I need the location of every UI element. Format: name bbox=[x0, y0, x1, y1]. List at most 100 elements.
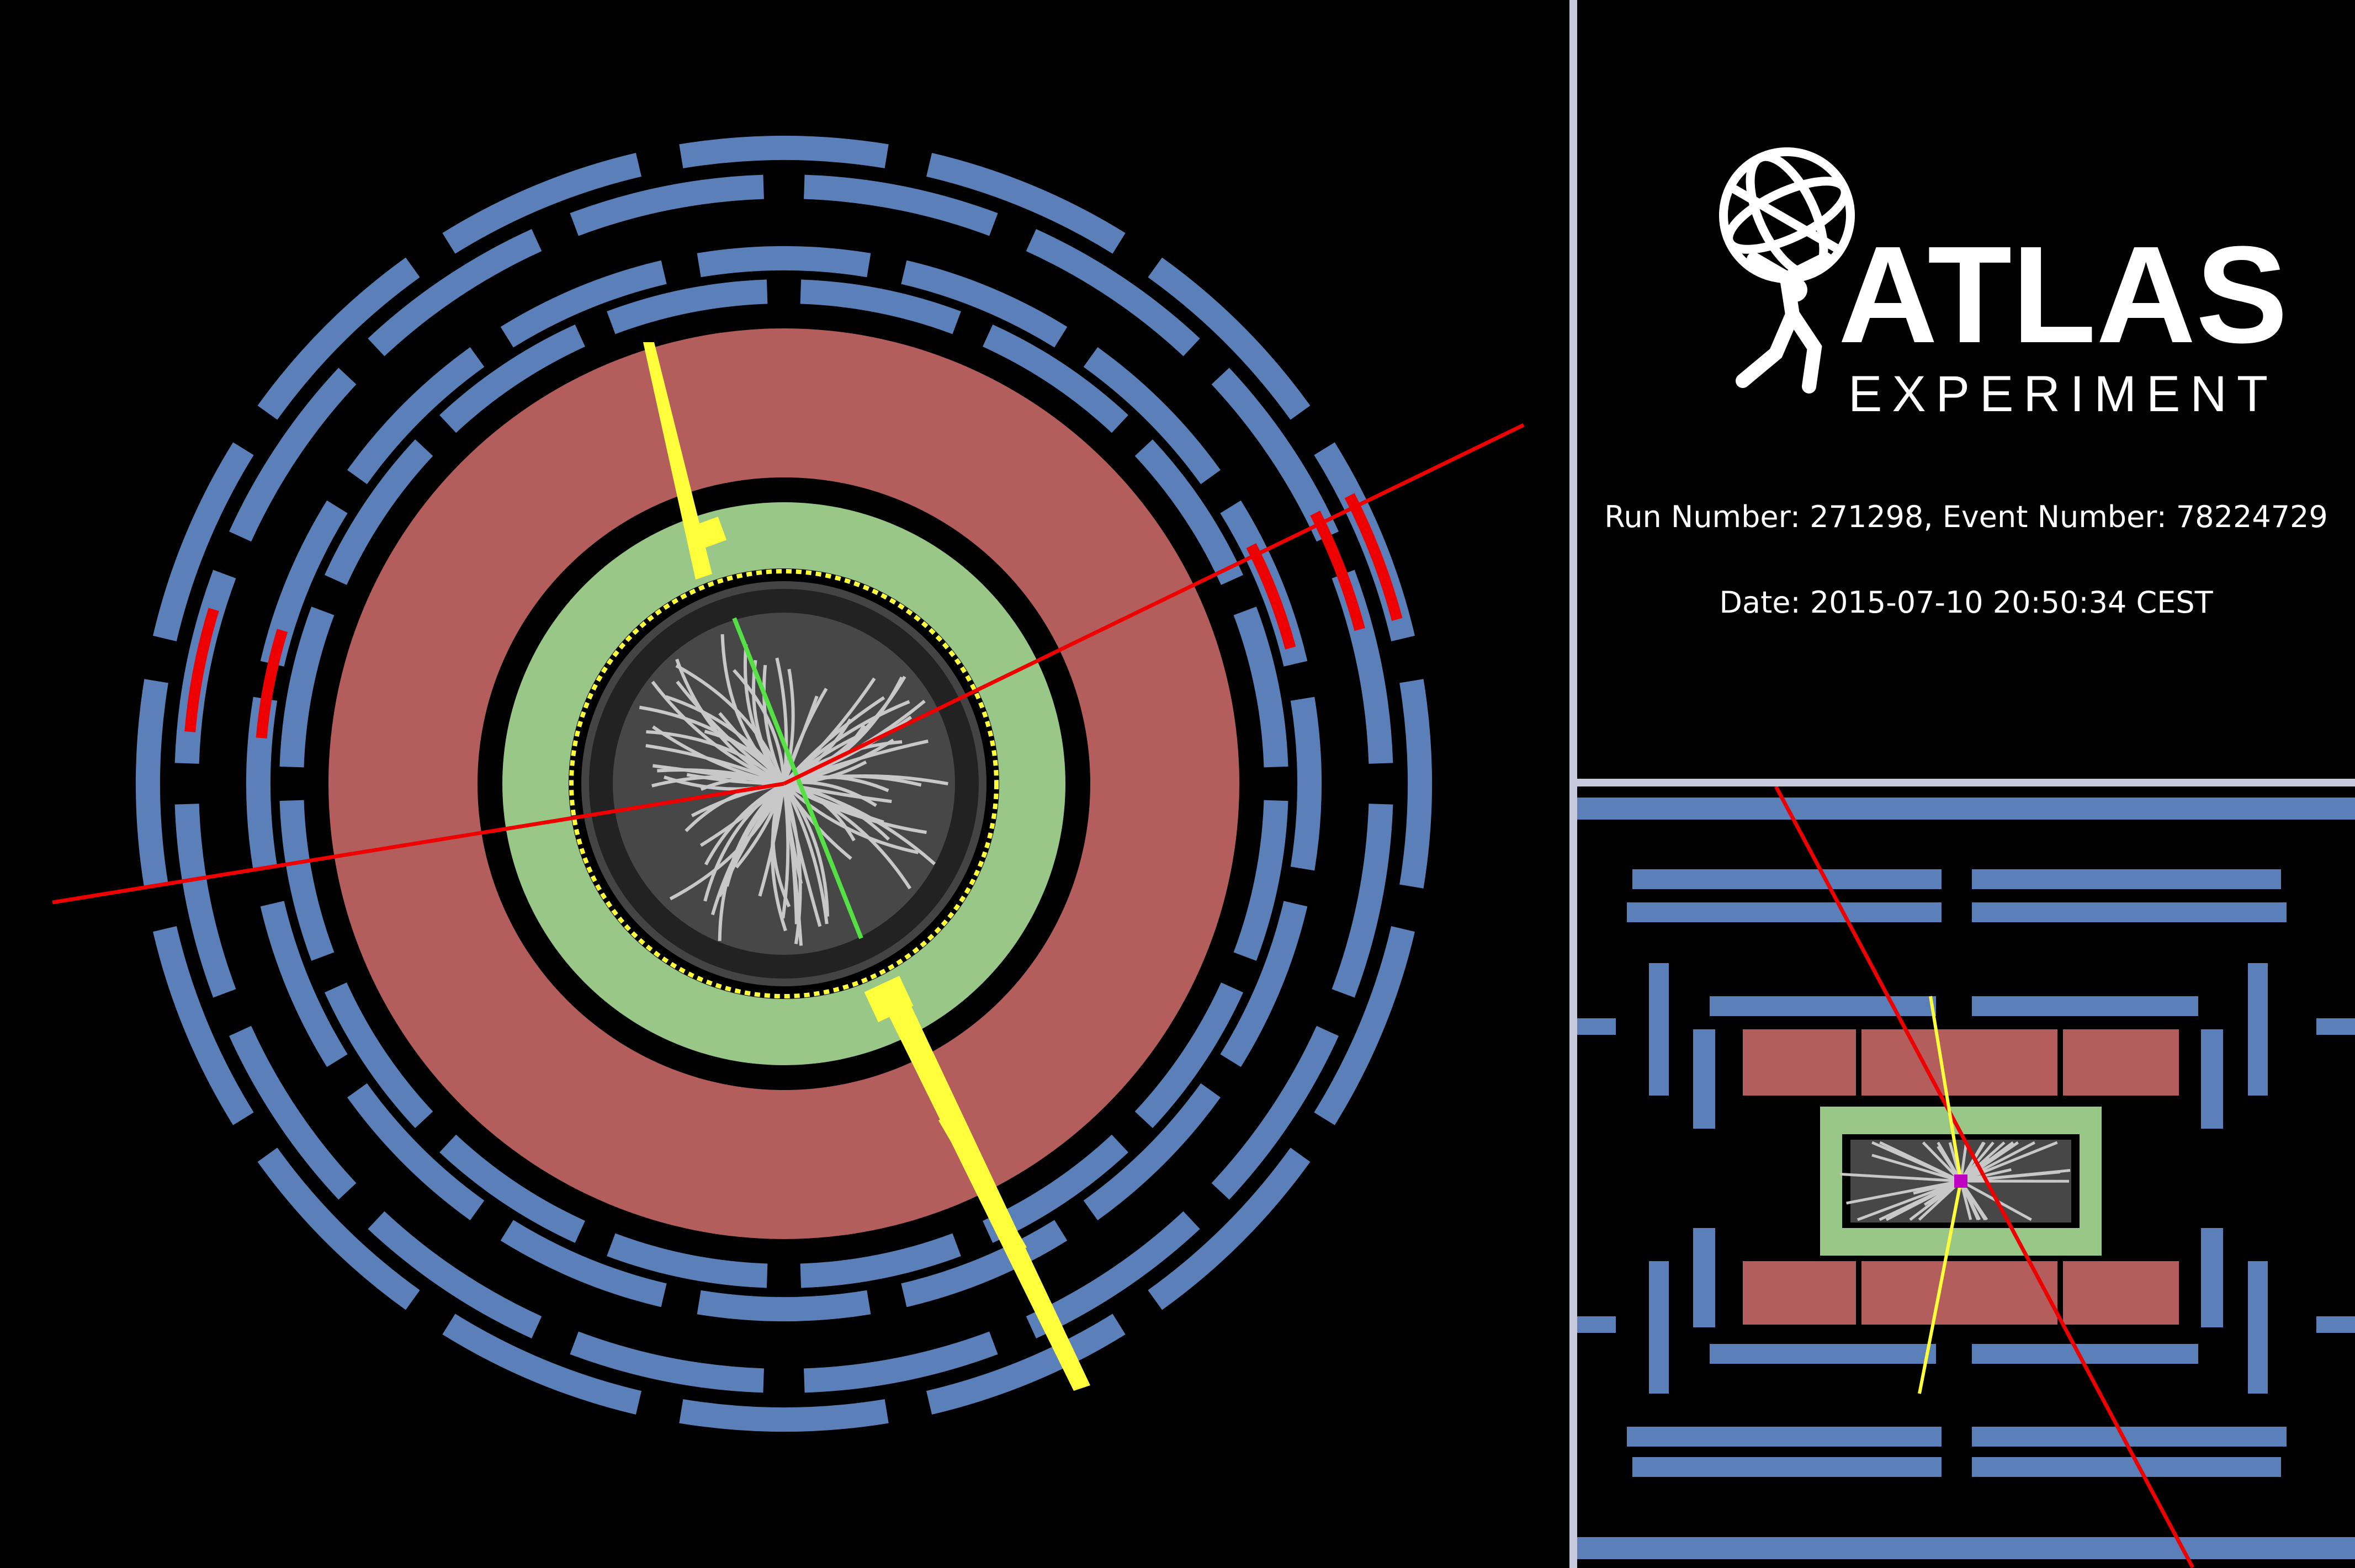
muon-chamber bbox=[1332, 804, 1393, 998]
run-event-number-label: Run Number: 271298, Event Number: 782247… bbox=[1604, 499, 2328, 534]
muon-chamber bbox=[1233, 607, 1288, 768]
energy-deposits bbox=[643, 342, 1090, 1391]
presampler-ring bbox=[569, 569, 999, 998]
panel-divider-horizontal bbox=[1577, 779, 2355, 786]
muon-tracks bbox=[52, 423, 1525, 905]
muon-hit-chamber bbox=[184, 608, 219, 732]
side-muon-chamber bbox=[2316, 1018, 2355, 1035]
muon-hit-chamber bbox=[1246, 543, 1296, 650]
muon-chamber bbox=[136, 679, 168, 889]
muon-chamber bbox=[901, 260, 1068, 348]
muon-chamber bbox=[260, 901, 348, 1067]
side-muon-chamber bbox=[1693, 1228, 1715, 1327]
muon-chamber bbox=[439, 1134, 585, 1243]
muon-chamber bbox=[279, 607, 335, 768]
side-charged-track bbox=[1909, 1180, 1962, 1221]
side-muon-chamber bbox=[1972, 869, 2281, 889]
transverse-view-panel bbox=[52, 136, 1525, 1432]
charged-track bbox=[676, 681, 785, 785]
muon-chamber bbox=[500, 1220, 667, 1307]
muon-chamber bbox=[229, 368, 357, 542]
primary-vertex bbox=[1954, 1174, 1967, 1188]
side-muon-chamber bbox=[2316, 1316, 2355, 1333]
side-muon-chamber bbox=[2201, 1228, 2223, 1327]
side-muon-chamber bbox=[1649, 1261, 1669, 1394]
muon-chamber bbox=[246, 697, 278, 871]
muon-chamber bbox=[500, 260, 667, 348]
charged-track bbox=[782, 783, 802, 944]
side-charged-track bbox=[1960, 1141, 2058, 1183]
muon-hit-chamber bbox=[256, 629, 288, 739]
muon-chamber bbox=[174, 804, 236, 998]
side-muon-chamber bbox=[2201, 1029, 2223, 1129]
atlas-logo-subtitle: EXPERIMENT bbox=[1848, 366, 2278, 422]
muon-chamber bbox=[257, 257, 420, 420]
side-muon-chamber bbox=[1972, 902, 2287, 922]
muon-chamber bbox=[368, 1211, 542, 1338]
muon-chamber bbox=[1211, 1025, 1339, 1200]
panel-divider-vertical bbox=[1569, 0, 1577, 1568]
side-charged-track bbox=[1960, 1168, 2012, 1183]
detector-longitudinal-display bbox=[1577, 786, 2355, 1568]
longitudinal-view-panel bbox=[1577, 786, 2355, 1568]
side-muon-chamber bbox=[1632, 869, 1942, 889]
muon-chamber bbox=[679, 1399, 889, 1432]
muon-chamber bbox=[926, 153, 1126, 254]
charged-track bbox=[651, 681, 785, 785]
muon-chamber bbox=[442, 1314, 641, 1415]
muon-chamber bbox=[1026, 1211, 1200, 1338]
muon-chamber bbox=[1083, 347, 1221, 485]
muon-chamber bbox=[1399, 679, 1432, 889]
muon-chamber bbox=[347, 347, 485, 485]
charged-track bbox=[783, 780, 877, 807]
side-muon-chamber bbox=[1577, 1537, 2355, 1559]
muon-chamber bbox=[347, 1083, 485, 1220]
side-muon-chamber bbox=[1577, 1316, 1616, 1333]
charged-track bbox=[718, 782, 786, 941]
detector-transverse-display bbox=[52, 136, 1525, 1432]
side-muon-chamber bbox=[2248, 1261, 2268, 1394]
muon-chamber bbox=[229, 1025, 357, 1200]
atlas-globe-figure-icon bbox=[1719, 147, 1855, 394]
jet-deposit-upper bbox=[643, 342, 712, 580]
muon-chamber bbox=[1134, 982, 1244, 1128]
muon-chamber bbox=[901, 1220, 1068, 1307]
muon-chamber bbox=[368, 229, 542, 357]
side-muon-chamber bbox=[1649, 963, 1669, 1096]
muon-chamber bbox=[1148, 1147, 1311, 1310]
muon-chamber bbox=[983, 324, 1128, 433]
muon-chamber bbox=[324, 439, 433, 585]
side-charged-track bbox=[1857, 1179, 1961, 1221]
charged-track bbox=[665, 695, 786, 785]
event-date-label: Date: 2015-07-10 20:50:34 CEST bbox=[1719, 585, 2213, 620]
side-charged-track bbox=[1960, 1141, 2035, 1183]
charged-track bbox=[652, 764, 784, 785]
side-muon-chamber bbox=[1972, 996, 2198, 1016]
charged-track bbox=[782, 783, 829, 924]
side-charged-track bbox=[1913, 1179, 1961, 1195]
muon-chamber bbox=[800, 279, 961, 334]
muon-chamber bbox=[1026, 229, 1200, 357]
side-muon-chamber bbox=[1710, 1344, 1936, 1364]
charged-track bbox=[733, 669, 786, 784]
charged-track bbox=[771, 783, 791, 908]
event-info-panel: ATLAS EXPERIMENT Run Number: 271298, Eve… bbox=[1577, 0, 2355, 779]
muon-chamber bbox=[324, 982, 433, 1128]
charged-track bbox=[783, 782, 856, 842]
muon-chamber bbox=[1332, 570, 1393, 764]
em-cluster-lower bbox=[864, 976, 914, 1022]
side-charged-track bbox=[1871, 1154, 1961, 1183]
muon-chamber bbox=[1233, 800, 1288, 961]
side-charged-track bbox=[1960, 1169, 2071, 1183]
side-muon-chambers bbox=[1577, 798, 2355, 1559]
charged-track bbox=[782, 668, 795, 784]
jet-deposit-lower-2 bbox=[938, 1115, 1027, 1253]
atlas-logo-text: ATLAS bbox=[1838, 217, 2288, 371]
side-muon-chamber bbox=[1972, 1344, 2198, 1364]
side-muon-chamber bbox=[1710, 996, 1936, 1016]
muon-hit-chamber bbox=[1344, 493, 1403, 621]
muon-chamber bbox=[1211, 368, 1339, 542]
muon-hit-chamber bbox=[1310, 511, 1365, 631]
charged-track bbox=[783, 782, 927, 835]
muon-chamber bbox=[607, 1233, 768, 1288]
